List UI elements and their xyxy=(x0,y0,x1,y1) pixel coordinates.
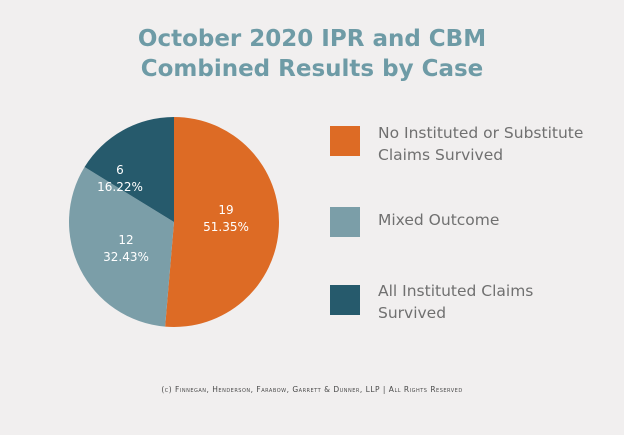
legend-swatch-gray-blue xyxy=(330,207,360,237)
copyright-footer: (c) Finnegan, Henderson, Farabow, Garret… xyxy=(161,385,463,394)
slice-percent-label-2: 16.22% xyxy=(97,180,143,194)
legend-swatch-dark-teal xyxy=(330,285,360,315)
pie-slice-1 xyxy=(68,166,174,327)
chart-title-line-1: October 2020 IPR and CBM xyxy=(137,26,487,52)
legend-label: Mixed Outcome xyxy=(378,211,500,229)
slice-count-label-2: 6 xyxy=(116,163,124,177)
slice-percent-label-1: 32.43% xyxy=(103,250,149,264)
pie-slice-2 xyxy=(84,117,174,222)
slice-count-label-1: 12 xyxy=(118,233,133,247)
legend-label: All Instituted Claims Survived xyxy=(378,282,534,322)
chart-title-line-2: Combined Results by Case xyxy=(140,56,484,82)
legend-label: No Instituted or Substitute Claims Survi… xyxy=(378,124,584,164)
legend-swatch-orange xyxy=(330,126,360,156)
pie-slice-0 xyxy=(165,117,279,327)
slice-count-label-0: 19 xyxy=(218,203,233,217)
slice-percent-label-0: 51.35% xyxy=(203,220,249,234)
chart-title: October 2020 IPR and CBM Combined Result… xyxy=(0,24,624,84)
